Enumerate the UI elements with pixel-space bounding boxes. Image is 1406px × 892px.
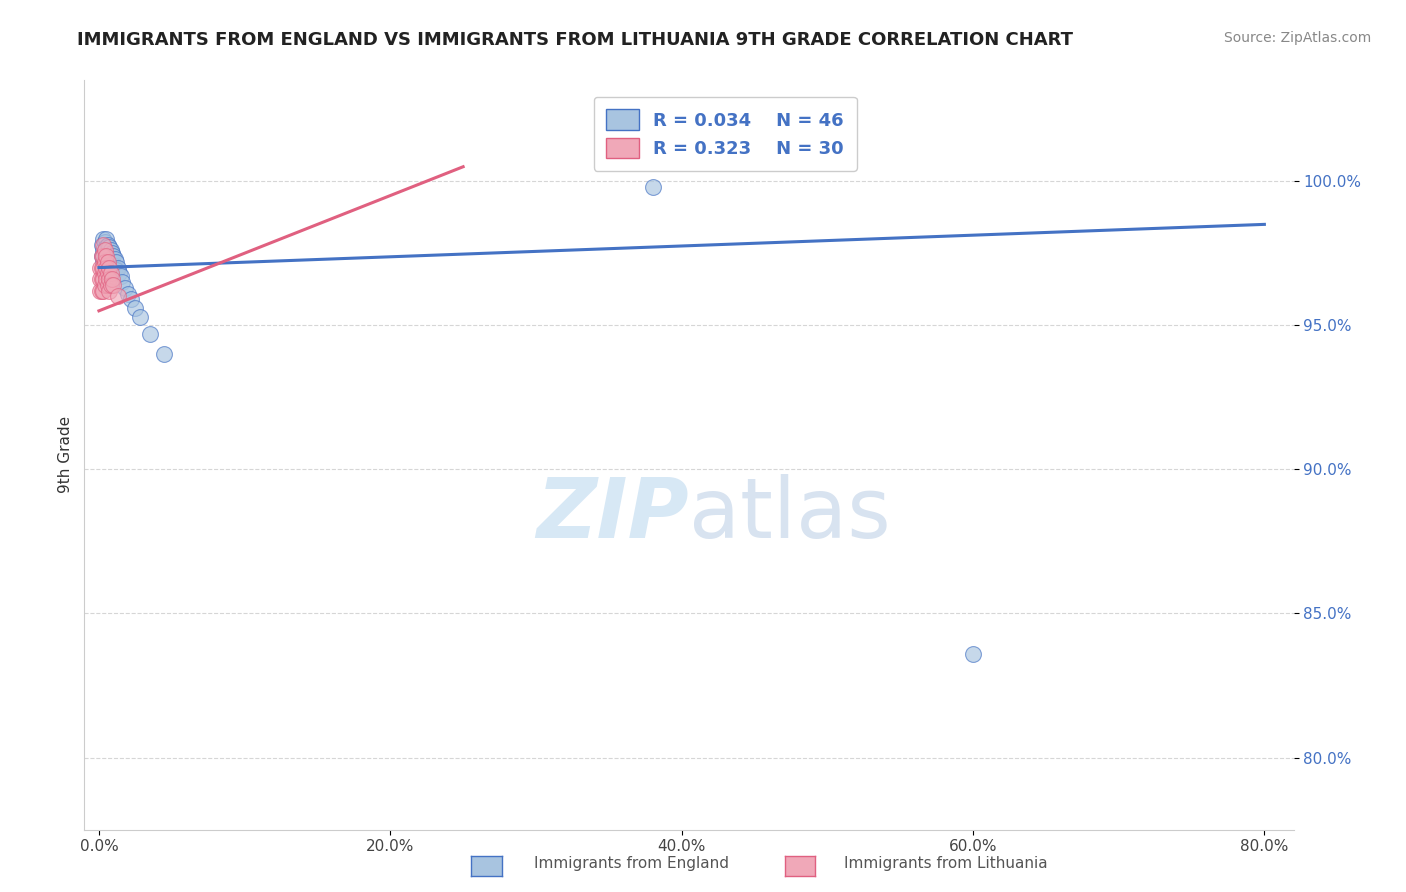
Point <box>94 244 117 258</box>
Point <box>91 249 114 263</box>
Point <box>97 255 120 269</box>
Point <box>100 252 122 266</box>
Point <box>89 260 111 275</box>
Point <box>962 647 984 661</box>
Point <box>103 277 125 292</box>
Point <box>100 260 122 275</box>
Point <box>97 263 120 277</box>
Point <box>89 284 111 298</box>
Point <box>97 237 120 252</box>
Text: IMMIGRANTS FROM ENGLAND VS IMMIGRANTS FROM LITHUANIA 9TH GRADE CORRELATION CHART: IMMIGRANTS FROM ENGLAND VS IMMIGRANTS FR… <box>77 31 1073 49</box>
Text: atlas: atlas <box>689 475 890 556</box>
Text: Immigrants from Lithuania: Immigrants from Lithuania <box>844 856 1047 871</box>
Point <box>91 272 114 286</box>
Point <box>101 272 124 286</box>
Point <box>97 266 120 280</box>
Point <box>98 240 121 254</box>
Point <box>105 255 128 269</box>
Text: ZIP: ZIP <box>536 475 689 556</box>
Point <box>98 284 121 298</box>
Point <box>97 255 120 269</box>
Point <box>90 260 112 275</box>
Point <box>96 260 118 275</box>
Point <box>90 284 112 298</box>
Y-axis label: 9th Grade: 9th Grade <box>58 417 73 493</box>
Point <box>104 252 127 266</box>
Point <box>100 266 122 280</box>
Point <box>96 232 118 246</box>
Point <box>90 249 112 263</box>
Point <box>107 289 129 303</box>
Point <box>90 249 112 263</box>
Text: Source: ZipAtlas.com: Source: ZipAtlas.com <box>1223 31 1371 45</box>
Point <box>111 275 134 289</box>
Point <box>89 272 111 286</box>
Point <box>94 255 117 269</box>
Point <box>107 260 129 275</box>
Point <box>91 284 114 298</box>
Point <box>96 272 118 286</box>
Point <box>91 244 114 258</box>
Point <box>139 326 162 341</box>
Point <box>96 249 118 263</box>
Point <box>101 255 124 269</box>
Point <box>90 237 112 252</box>
Point <box>98 258 121 272</box>
Point <box>120 293 142 307</box>
Point <box>153 347 176 361</box>
Point <box>124 301 146 315</box>
Point <box>98 249 121 263</box>
Point <box>100 277 122 292</box>
Point <box>100 244 122 258</box>
Text: Immigrants from England: Immigrants from England <box>534 856 730 871</box>
Point <box>641 180 664 194</box>
Point <box>94 266 117 280</box>
Point <box>110 269 132 284</box>
Legend: R = 0.034    N = 46, R = 0.323    N = 30: R = 0.034 N = 46, R = 0.323 N = 30 <box>593 97 856 171</box>
Point <box>97 277 120 292</box>
Point <box>98 260 121 275</box>
Point <box>117 286 139 301</box>
Point <box>94 244 117 258</box>
Point <box>94 277 117 292</box>
Point <box>91 260 114 275</box>
Point <box>96 266 118 280</box>
Point <box>101 263 124 277</box>
Point <box>94 260 117 275</box>
Point <box>96 240 118 254</box>
Point <box>128 310 150 324</box>
Point <box>96 249 118 263</box>
Point <box>94 235 117 249</box>
Point <box>114 281 136 295</box>
Point <box>91 255 114 269</box>
Point <box>94 252 117 266</box>
Point <box>105 263 128 277</box>
Point <box>103 258 125 272</box>
Point <box>108 266 131 280</box>
Point <box>104 260 127 275</box>
Point <box>103 249 125 263</box>
Point <box>90 272 112 286</box>
Point <box>97 246 120 260</box>
Point <box>91 232 114 246</box>
Point <box>96 258 118 272</box>
Point <box>98 272 121 286</box>
Point <box>91 237 114 252</box>
Point <box>101 246 124 260</box>
